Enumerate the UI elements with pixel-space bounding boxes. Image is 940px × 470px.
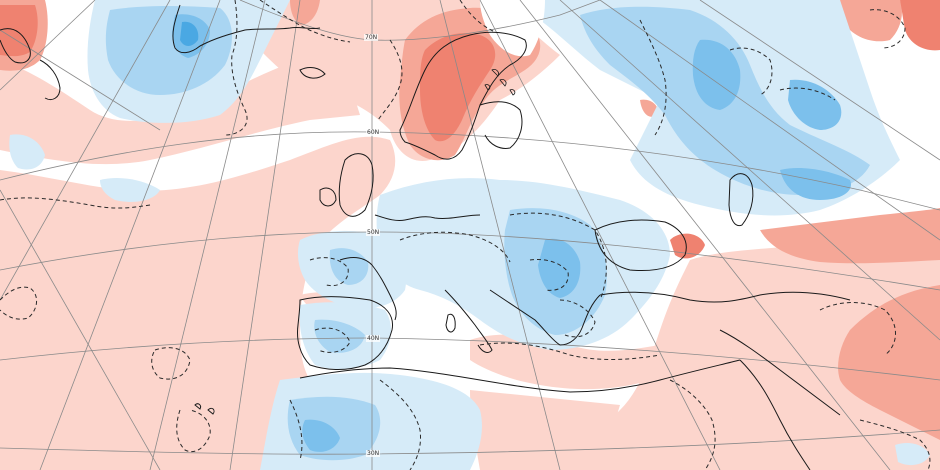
latitude-label-60n: 60N (366, 129, 381, 136)
latitude-label-50n: 50N (366, 229, 381, 236)
meridian-10e (439, 0, 561, 470)
meridian-60e (699, 0, 940, 161)
meridian-40w (0, 0, 171, 301)
latitude-label-30n: 30N (366, 450, 381, 457)
meridian-20w (149, 0, 266, 470)
meridian-30w (39, 0, 221, 470)
meridian-60w (0, 29, 161, 131)
lakes-finland (484, 69, 516, 96)
latitude-30n (0, 429, 940, 455)
latitude-60n (0, 131, 940, 211)
meridian-50w (0, 0, 96, 91)
negative-anomaly-layer (9, 0, 930, 470)
latitude-40n (0, 337, 940, 381)
meridian-10w (229, 0, 301, 470)
meridian-50e (599, 0, 940, 241)
meridian-20e (479, 0, 721, 470)
meridian-30e (519, 0, 891, 470)
latitude-50n (0, 231, 940, 291)
latitude-label-70n: 70N (364, 34, 379, 41)
meridian-graticule-extra (0, 189, 161, 470)
latitude-label-40n: 40N (366, 335, 381, 342)
latitude-70n (239, 0, 601, 41)
meridian-40e (559, 0, 940, 341)
coastlines (0, 4, 851, 470)
